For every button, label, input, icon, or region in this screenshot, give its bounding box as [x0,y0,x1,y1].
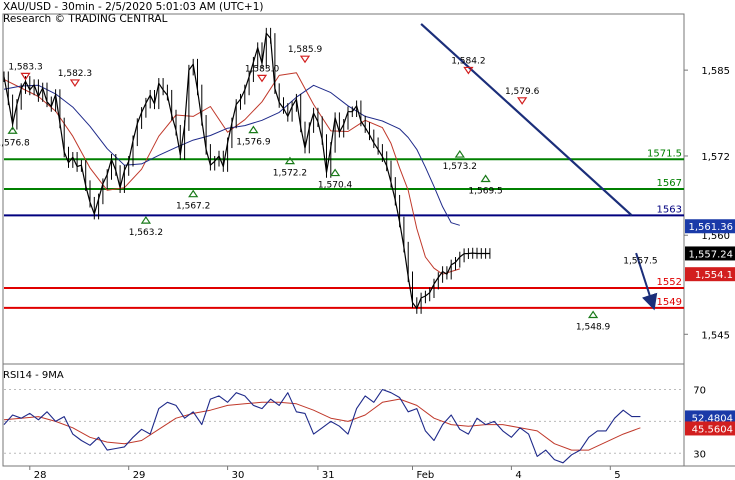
x-tick-label: 30 [232,470,245,480]
price-tag-box [685,219,735,234]
rsi-panel-title: RSI14 - 9MA [3,370,64,381]
rsi-tick-label: 30 [693,449,706,460]
price-axis: 1,585 1,572 1,560 1,545 [684,66,730,341]
level-label: 1567 [657,178,682,189]
level-label: 1571.5 [647,148,682,159]
level-label: 1549 [657,297,682,308]
down-arrow-marker-icon [20,72,31,81]
price-tags: 1,561.36 1,557.24 1,554.1 [685,219,735,282]
moving-averages [3,72,460,275]
chart-title: XAU/USD - 30min - 2/5/2020 5:01:03 AM (U… [3,1,264,13]
peak-label: 1,585.9 [288,45,323,55]
peak-label: 1,583.3 [8,62,42,72]
trough-label: 1,576.8 [0,138,30,148]
down-arrow-marker-icon [299,55,311,64]
trough-label: 1,570.4 [318,181,353,191]
slow-ma-line [3,84,460,226]
trendline-group [420,23,658,311]
rsi-tick-label: 70 [693,386,706,397]
support-resistance-levels: 1571.5 1567 1563 1552 1549 [4,148,684,309]
down-arrow-marker-icon [517,97,528,105]
x-tick-label: 5 [614,470,620,480]
trough-label: 1,572.2 [273,169,307,179]
y-tick-label: 1,585 [701,66,730,77]
price-tag-label: 1,554.1 [695,270,733,281]
trough-label: 1,567.2 [176,202,210,212]
up-arrow-marker-icon [587,310,599,319]
trough-label: 1,576.9 [236,138,271,148]
trough-label: 1,569.5 [468,186,502,196]
level-label: 1563 [657,204,682,215]
trough-label: 1,563.2 [129,228,163,238]
peak-label: 1,584.2 [451,56,485,66]
up-arrow-marker-icon [7,126,18,134]
up-arrow-marker-icon [454,149,465,158]
down-arrow-marker-icon [463,66,474,75]
up-arrow-marker-icon [480,174,491,183]
y-tick-label: 1,572 [701,152,730,163]
x-tick-label: 4 [515,470,521,480]
down-arrow-marker-icon [256,74,268,83]
y-tick-label: 1,560 [701,231,730,242]
price-tag-box [685,267,735,282]
chart-source: Research © TRADING CENTRAL [3,13,168,25]
date-axis: 28 29 30 31 Feb 4 5 [29,466,621,480]
up-arrow-marker-icon [248,125,259,134]
x-tick-label: 31 [322,470,335,480]
rsi-tag-label: 45.5604 [692,424,733,435]
peak-label: 1,579.6 [505,87,540,97]
rsi-ma-line [3,398,641,451]
price-tag-label: 1,557.24 [688,249,733,260]
level-label: 1552 [657,277,682,288]
up-arrow-marker-icon [284,156,296,165]
annotations-group: 1,583.3 1,582.3 1,576.8 1,563.2 1,567.2 1,583… [0,45,658,332]
up-arrow-marker-icon [188,189,199,198]
price-tag-box [685,246,735,261]
price-tag-label: 1,561.36 [688,222,733,233]
up-arrow-marker-icon [140,216,152,224]
point-label: 1,557.5 [623,257,657,267]
forecast-arrow [635,252,658,311]
rsi-tag-box [685,421,735,436]
rsi-tag-label: 52.4804 [692,413,733,424]
x-tick-label: Feb [417,470,435,480]
y-tick-label: 1,545 [701,330,730,341]
fast-ma-line [3,72,460,275]
x-tick-label: 28 [34,470,47,480]
price-line [3,32,490,310]
peak-label: 1,582.3 [58,69,92,79]
rsi-tag-box [685,410,735,425]
peak-label: 1,583.0 [245,64,280,74]
price-series [3,27,491,314]
up-arrow-marker-icon [329,168,341,177]
rsi-panel-frame [2,363,685,467]
trough-label: 1,548.9 [576,323,611,333]
rsi-line [3,388,641,464]
trendline [420,23,633,217]
down-arrow-marker-icon [69,79,81,88]
x-tick-label: 29 [133,470,146,480]
trough-label: 1,573.2 [443,162,477,172]
